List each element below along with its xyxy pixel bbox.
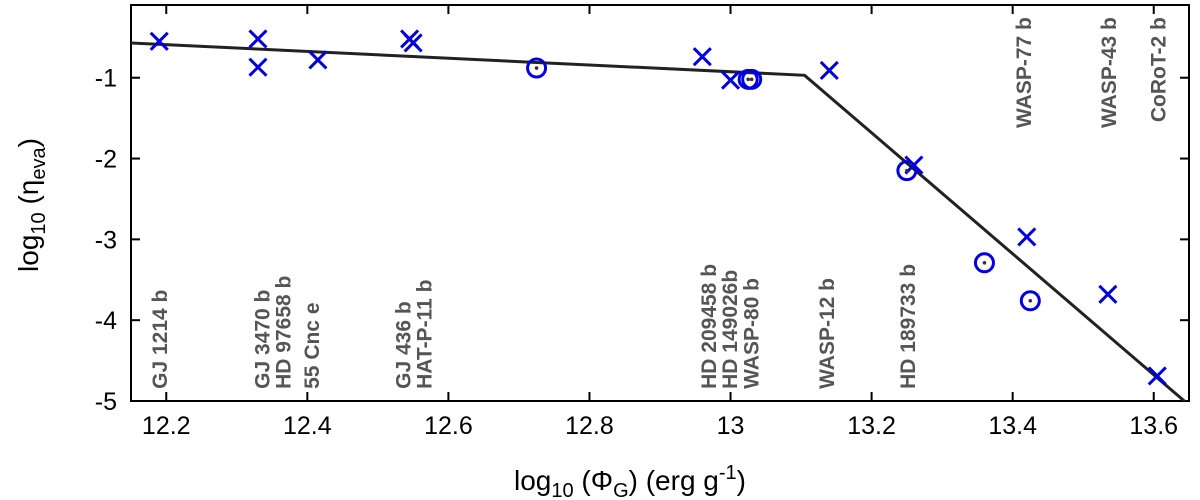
y-axis-title: log10 (ηeva) [13, 138, 50, 272]
cross-stroke-b [1017, 227, 1037, 247]
circle-dot [749, 77, 754, 82]
circle-ring [896, 160, 918, 182]
y-tick-label: -4 [95, 307, 117, 335]
circle-ring [741, 68, 763, 90]
circle-ring [973, 252, 995, 274]
fit-line [131, 41, 1187, 401]
cross-stroke-b [248, 57, 268, 77]
circle-ring [1019, 290, 1041, 312]
data-points [149, 29, 1167, 386]
planet-label: CoRoT-2 b [1147, 17, 1170, 122]
planet-label: HAT-P-11 b [414, 280, 437, 389]
planet-label: WASP-12 b [816, 278, 839, 389]
planet-label: GJ 1214 b [149, 290, 172, 389]
x-tick-label: 12.2 [142, 412, 191, 440]
cross-point [720, 70, 741, 90]
planet-label: WASP-77 b [1013, 17, 1036, 128]
circle-point [526, 57, 548, 79]
cross-point [1147, 366, 1167, 386]
x-axis-title: log10 (ΦG) (erg g-1) [514, 462, 746, 500]
fit-line-group [131, 41, 1187, 401]
cross-stroke-b [692, 47, 712, 67]
circle-point [1019, 290, 1041, 312]
circle-dot [982, 261, 987, 265]
planet-label: WASP-43 b [1098, 17, 1121, 128]
cross-point [149, 31, 169, 51]
circle-dot [746, 77, 750, 82]
circle-point [973, 252, 995, 274]
plot-frame [130, 4, 1190, 402]
cross-stroke-b [1098, 284, 1118, 304]
planet-label: HD 209458 b [698, 264, 721, 389]
cross-point [403, 33, 423, 53]
x-tick-label: 13.6 [1129, 412, 1178, 440]
x-tick-label: 12.8 [565, 412, 614, 440]
cross-stroke-b [1147, 366, 1167, 386]
axis-ticks [131, 5, 1189, 402]
x-tick-labels: 12.2 12.4 12.6 12.8 13 13.2 13.4 13.6 [142, 412, 1178, 440]
cross-stroke-b [403, 33, 423, 53]
y-tick-label: -1 [95, 65, 117, 93]
cross-point [1098, 284, 1118, 304]
circle-dot [534, 66, 539, 70]
planet-label: WASP-80 b [740, 278, 763, 389]
planet-label: 55 Cnc e [301, 302, 324, 388]
circle-dot [1028, 298, 1033, 303]
planet-label: HD 189733 b [897, 264, 920, 389]
x-tick-label: 13.4 [988, 412, 1037, 440]
circle-point [741, 68, 763, 90]
cross-stroke-b [308, 50, 328, 70]
cross-point [308, 50, 328, 70]
y-tick-labels: -5 -4 -3 -2 -1 [95, 65, 117, 416]
cross-point [248, 57, 268, 77]
cross-point [692, 47, 712, 67]
planet-label: GJ 436 b [393, 301, 416, 389]
circle-dot [905, 168, 909, 173]
cross-stroke-b [149, 31, 169, 51]
x-tick-label: 13.2 [847, 412, 896, 440]
y-tick-label: -3 [95, 226, 117, 254]
planet-labels: GJ 1214 b GJ 3470 bHD 97658 b 55 Cnc e GJ 4… [149, 17, 1170, 389]
planet-label: GJ 3470 b [251, 290, 274, 389]
circle-ring [526, 57, 548, 79]
cross-stroke-b [720, 70, 741, 90]
x-tick-label: 12.6 [424, 412, 473, 440]
x-tick-label: 12.4 [283, 412, 332, 440]
x-tick-label: 13 [717, 412, 745, 440]
circle-point [896, 160, 918, 182]
cross-stroke-b [248, 29, 268, 49]
y-tick-label: -5 [95, 388, 117, 416]
cross-point [819, 60, 839, 81]
y-tick-label: -2 [95, 146, 117, 174]
cross-stroke-b [819, 60, 839, 81]
planet-label: HD 97658 b [273, 276, 296, 389]
planet-label: HD 149026b [719, 270, 742, 389]
cross-point [1017, 227, 1037, 247]
cross-point [248, 29, 268, 49]
